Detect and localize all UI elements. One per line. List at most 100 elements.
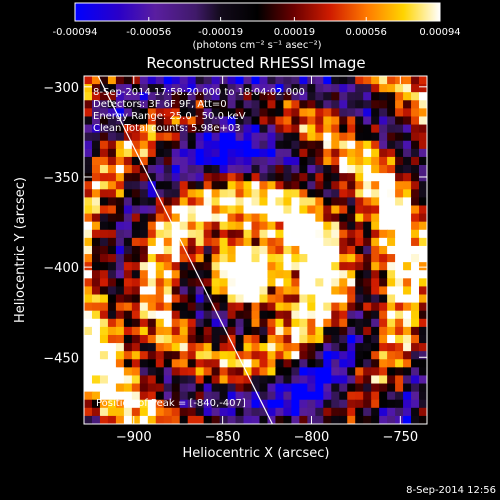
heatmap-cell [187, 302, 197, 312]
heatmap-cell [291, 254, 300, 263]
heatmap-cell [171, 407, 181, 417]
heatmap-cell [371, 399, 380, 409]
heatmap-cell [403, 92, 412, 101]
heatmap-cell [107, 108, 117, 118]
heatmap-cell [299, 407, 308, 417]
heatmap-cell [99, 254, 109, 263]
heatmap-cell [107, 173, 117, 182]
heatmap-cell [84, 367, 93, 377]
heatmap-cell [155, 326, 165, 336]
heatmap-cell [123, 302, 133, 312]
heatmap-cell [219, 245, 229, 255]
heatmap-cell [235, 359, 245, 368]
heatmap-cell [275, 124, 285, 134]
heatmap-cell [339, 197, 348, 207]
heatmap-cell [315, 326, 324, 336]
heatmap-cell [187, 173, 197, 182]
heatmap-cell [171, 334, 181, 344]
heatmap-cell [115, 278, 125, 288]
heatmap-cell [195, 189, 205, 198]
heatmap-cell [339, 318, 348, 328]
heatmap-cell [371, 76, 380, 85]
heatmap-cell [299, 278, 308, 288]
heatmap-cell [163, 415, 173, 424]
heatmap-cell [251, 318, 261, 328]
heatmap-cell [259, 254, 269, 263]
heatmap-cell [259, 286, 269, 296]
heatmap-cell [195, 84, 205, 93]
heatmap-cell [403, 262, 412, 271]
heatmap-cell [347, 156, 356, 166]
heatmap-cell [331, 229, 340, 239]
heatmap-cell [347, 245, 356, 255]
heatmap-cell [291, 278, 300, 288]
heatmap-cell [355, 286, 364, 296]
heatmap-cell [251, 116, 261, 126]
heatmap-cell [179, 318, 189, 328]
heatmap-cell [99, 156, 109, 166]
heatmap-cell [99, 132, 109, 142]
heatmap-cell [299, 213, 308, 223]
heatmap-cell [307, 173, 316, 182]
heatmap-cell [123, 399, 133, 409]
heatmap-cell [355, 173, 364, 182]
heatmap-cell [139, 351, 149, 360]
heatmap-cell [91, 197, 101, 207]
heatmap-cell [147, 302, 157, 312]
heatmap-cell [411, 326, 420, 336]
heatmap-cell [363, 245, 372, 255]
heatmap-cell [91, 92, 101, 101]
heatmap-cell [355, 383, 364, 393]
heatmap-cell [91, 245, 101, 255]
heatmap-cell [123, 326, 133, 336]
heatmap-cell [275, 100, 285, 109]
heatmap-cell [211, 407, 221, 417]
heatmap-cell [387, 359, 396, 368]
heatmap-cell [355, 229, 364, 239]
heatmap-cell [195, 375, 205, 385]
heatmap-cell [123, 383, 133, 393]
heatmap-cell [315, 165, 324, 174]
heatmap-cell [179, 375, 189, 385]
heatmap-cell [179, 100, 189, 109]
heatmap-cell [387, 334, 396, 344]
heatmap-cell [275, 116, 285, 126]
heatmap-cell [363, 391, 372, 401]
heatmap-cell [219, 100, 229, 109]
heatmap-cell [179, 359, 189, 368]
heatmap-cell [235, 391, 245, 401]
heatmap-cell [283, 294, 292, 304]
heatmap-cell [283, 156, 292, 166]
heatmap-cell [267, 302, 277, 312]
heatmap-cell [347, 116, 356, 126]
heatmap-cell [267, 399, 277, 409]
heatmap-cell [331, 108, 340, 118]
heatmap-cell [147, 116, 157, 126]
heatmap-cell [259, 302, 269, 312]
heatmap-cell [235, 148, 245, 158]
heatmap-cell [339, 124, 348, 134]
heatmap-cell [155, 310, 165, 320]
heatmap-cell [195, 132, 205, 142]
heatmap-cell [259, 124, 269, 134]
heatmap-cell [171, 108, 181, 118]
heatmap-cell [107, 189, 117, 198]
heatmap-cell [379, 326, 388, 336]
heatmap-cell [283, 391, 292, 401]
heatmap-cell [379, 310, 388, 320]
heatmap-cell [131, 294, 141, 304]
heatmap-cell [395, 334, 404, 344]
heatmap-cell [363, 302, 372, 312]
heatmap-cell [115, 326, 125, 336]
heatmap-cell [363, 181, 372, 190]
heatmap-cell [219, 108, 229, 118]
heatmap-cell [251, 254, 261, 263]
heatmap-cell [299, 359, 308, 368]
heatmap-cell [179, 221, 189, 231]
heatmap-cell [211, 399, 221, 409]
heatmap-cell [131, 318, 141, 328]
heatmap-cell [115, 294, 125, 304]
heatmap-cell [323, 415, 332, 424]
heatmap-cell [331, 318, 340, 328]
heatmap-cell [131, 189, 141, 198]
